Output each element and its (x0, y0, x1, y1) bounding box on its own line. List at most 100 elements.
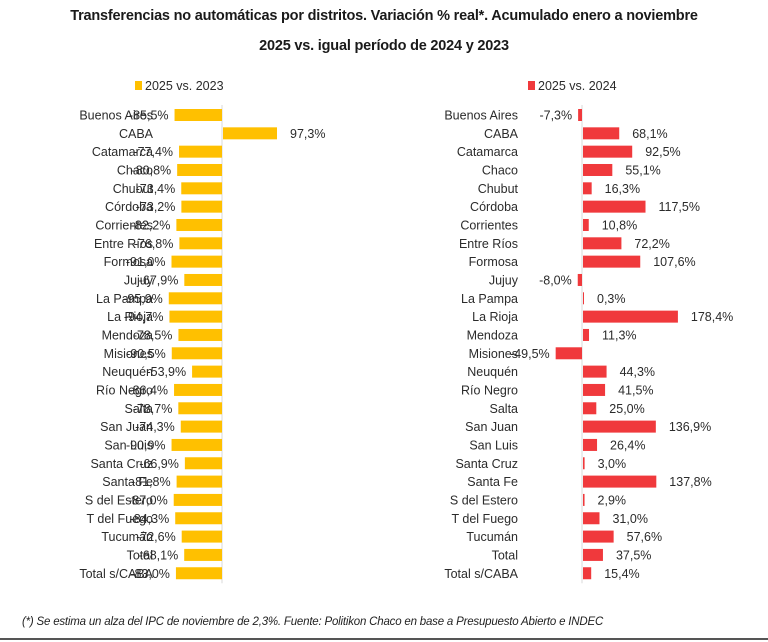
data-label: 117,5% (659, 200, 700, 214)
data-label: -66,9% (139, 457, 179, 471)
data-label: 97,3% (290, 127, 325, 141)
bar (583, 457, 585, 470)
data-label: -7,3% (539, 109, 572, 123)
bar (171, 255, 222, 268)
legend-label-left: 2025 vs. 2023 (145, 79, 224, 93)
category-label: La Rioja (472, 310, 518, 324)
bar (223, 127, 278, 140)
category-label: Total s/CABA (444, 567, 518, 581)
data-label: 136,9% (669, 420, 711, 434)
data-label: 31,0% (612, 512, 647, 526)
category-label: Neuquén (467, 365, 518, 379)
data-label: -86,4% (128, 383, 168, 397)
data-label: 55,1% (625, 163, 660, 177)
data-label: -84,3% (130, 512, 170, 526)
category-label: S del Estero (85, 493, 153, 507)
category-label: Total s/CABA (79, 567, 153, 581)
category-label: Corrientes (460, 218, 518, 232)
data-label: 11,3% (602, 328, 637, 342)
bar (583, 218, 589, 231)
category-label: San Luis (469, 438, 518, 452)
data-label: 26,4% (610, 438, 645, 452)
data-label: -94,7% (124, 310, 164, 324)
bar (184, 548, 222, 561)
bar (583, 292, 584, 305)
data-label: 37,5% (616, 548, 651, 562)
bar (583, 493, 585, 506)
category-label: Salta (125, 402, 154, 416)
data-label: 57,6% (627, 530, 662, 544)
category-label: CABA (484, 127, 519, 141)
category-label: Córdoba (105, 200, 153, 214)
bar (578, 109, 582, 121)
category-label: Formosa (104, 255, 153, 269)
data-label: 137,8% (669, 475, 711, 489)
bar (174, 383, 222, 396)
bar (179, 145, 222, 158)
footnote: (*) Se estima un alza del IPC de noviemb… (22, 616, 604, 628)
bar (179, 237, 222, 250)
bar (175, 512, 222, 525)
data-label: -76,8% (134, 237, 174, 251)
data-label: -67,9% (139, 273, 179, 287)
data-label: -78,7% (133, 402, 173, 416)
category-label: Jujuy (489, 273, 519, 287)
bar (176, 218, 222, 231)
data-label: -85,5% (129, 109, 169, 123)
category-label: Chaco (482, 163, 518, 177)
data-label: -90,9% (126, 438, 166, 452)
bar (555, 347, 582, 360)
data-label: 41,5% (618, 383, 653, 397)
legend-label-right: 2025 vs. 2024 (538, 79, 617, 93)
bar (583, 567, 592, 580)
bar (583, 127, 620, 140)
category-label: La Rioja (107, 310, 153, 324)
bar (192, 365, 222, 378)
bar (583, 237, 622, 250)
category-label: Santa Fe (102, 475, 153, 489)
bar (171, 438, 222, 451)
category-label: San Juan (100, 420, 153, 434)
category-label: Mendoza (467, 328, 518, 342)
data-label: 3,0% (598, 457, 627, 471)
legend-swatch-left (135, 81, 142, 90)
data-label: 68,1% (632, 127, 667, 141)
chart-title-line-1: Transferencias no automáticas por distri… (70, 8, 698, 24)
category-label: Tucumán (101, 530, 153, 544)
category-label: Santa Cruz (455, 457, 518, 471)
category-label: Buenos Aires (444, 109, 518, 123)
category-label: Entre Ríos (459, 237, 518, 251)
data-label: -91,0% (126, 255, 166, 269)
bar (583, 438, 598, 451)
category-label: La Pampa (461, 292, 518, 306)
category-label: Santa Cruz (90, 457, 153, 471)
data-label: -90,5% (126, 347, 166, 361)
bar (583, 512, 600, 525)
data-label: -73,2% (136, 200, 176, 214)
category-label: La Pampa (96, 292, 153, 306)
data-label: 107,6% (653, 255, 695, 269)
bar (180, 420, 222, 433)
bar (583, 530, 614, 543)
data-label: 72,2% (634, 237, 669, 251)
bar (583, 310, 678, 323)
category-label: San Luis (104, 438, 153, 452)
bar (583, 475, 657, 488)
category-label: Total (492, 548, 518, 562)
bar (181, 182, 222, 195)
bar (184, 273, 222, 286)
data-label: -68,1% (139, 548, 179, 562)
category-label: Salta (490, 402, 519, 416)
data-label: -8,0% (539, 273, 572, 287)
data-label: 92,5% (645, 145, 680, 159)
data-label: -49,5% (510, 347, 550, 361)
data-label: -82,2% (131, 218, 171, 232)
data-label: -95,9% (123, 292, 163, 306)
data-label: -87,0% (128, 493, 168, 507)
category-label: Total (127, 548, 153, 562)
bar (583, 548, 603, 561)
bar (175, 567, 222, 580)
bar (168, 292, 222, 305)
category-label: Chubut (113, 182, 154, 196)
